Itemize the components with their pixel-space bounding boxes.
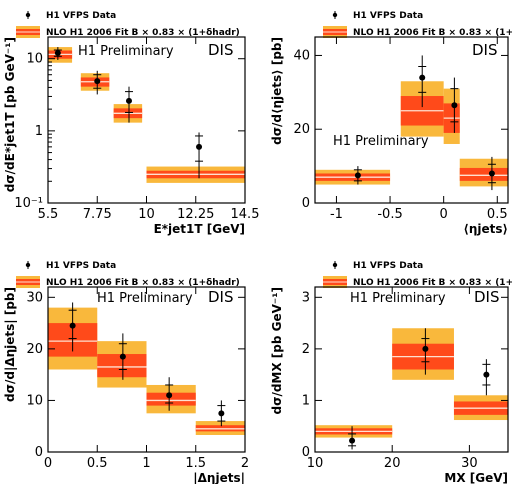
x-tick-label: 1 [142,456,150,471]
y-axis-label: dσ/dMX [pb GeV⁻¹] [270,287,284,414]
data-point [119,353,126,360]
y-tick-label: 0 [35,445,43,460]
x-tick-label: 5.5 [38,207,59,222]
x-tick-label: 20 [384,456,401,471]
y-tick-label: 0 [302,196,310,211]
data-point [422,345,429,352]
data-point [451,102,458,109]
legend-data-dot [332,12,338,18]
y-tick-label: 1 [302,393,310,408]
legend-data-dot [25,12,31,18]
panel-mx: 10 20 30 0 1 2 3 H1 Preliminary DIS MX [GeV] dσ/dM… [270,286,509,484]
data-point [354,172,361,179]
legend-nlo-label: NLO H1 2006 Fit B × 0.83 × (1+δhadr) [353,28,512,38]
legend: H1 VFPS Data NLO H1 2006 Fit B × 0.83 × (… [16,261,240,288]
data-point [419,74,426,81]
annotation-h1-preliminary: H1 Preliminary [333,134,429,149]
data-point [488,170,495,177]
x-tick-label: 2 [241,456,249,471]
y-tick-label: 1 [35,124,43,139]
annotation-dis: DIS [472,41,498,59]
data-point [54,50,61,57]
data-point [94,78,101,85]
y-tick-label: 0 [302,445,310,460]
data-point [218,410,225,417]
y-tick-label: 30 [26,290,43,305]
x-axis-label: MX [GeV] [444,471,508,484]
y-tick-label: 20 [26,342,43,357]
data-point [196,143,203,150]
x-tick-label: 10 [138,207,155,222]
y-tick-label: 3 [302,290,310,305]
x-tick-label: 10 [307,456,324,471]
x-tick-label: 1.5 [185,456,206,471]
annotation-dis: DIS [474,288,500,306]
legend: H1 VFPS Data NLO H1 2006 Fit B × 0.83 × (… [323,261,512,288]
annotation-dis: DIS [208,41,234,59]
legend-data-label: H1 VFPS Data [46,11,116,21]
x-tick-label: -1 [330,207,343,222]
annotation-h1-preliminary: H1 Preliminary [78,44,174,59]
legend-nlo-label: NLO H1 2006 Fit B × 0.83 × (1+δhadr) [46,28,240,38]
x-axis-label: E*jet1T [GeV] [154,222,245,236]
y-tick-label: 10 [26,52,43,67]
legend-nlo-label: NLO H1 2006 Fit B × 0.83 × (1+δhadr) [353,278,512,288]
annotation-h1-preliminary: H1 Preliminary [97,291,193,306]
y-axis-label: dσ/d|Δηjets| [pb] [3,287,17,402]
y-axis-label: dσ/d⟨ηjets⟩ [pb] [270,37,284,145]
x-tick-label: -0.5 [377,207,402,222]
legend: H1 VFPS Data NLO H1 2006 Fit B × 0.83 × (… [16,11,240,38]
nlo-inner-band [146,392,196,406]
y-tick-label: 10⁻¹ [14,196,43,211]
legend-data-label: H1 VFPS Data [353,11,423,21]
legend-data-dot [332,262,338,268]
annotation-h1-preliminary: H1 Preliminary [350,291,446,306]
x-tick-label: 14.5 [231,207,260,222]
x-axis-label: ⟨ηjets⟩ [463,222,508,236]
data-point [166,392,173,399]
x-tick-label: 30 [461,456,478,471]
panel-eta: -1 -0.5 0 0.5 0 20 40 H1 Preliminary DIS ⟨ηjets⟩ d… [270,36,509,236]
x-tick-label: 0.5 [487,207,508,222]
y-axis-label: dσ/dE*jet1T [pb GeV⁻¹] [3,37,17,192]
x-tick-label: 0 [44,456,52,471]
data-point [483,371,490,378]
y-tick-label: 40 [293,48,310,63]
plot-frame [314,286,509,453]
x-tick-label: 12.25 [177,207,214,222]
legend-data-dot [25,262,31,268]
data-point [125,97,132,104]
nlo-inner-band [459,167,508,181]
y-tick-label: 20 [293,122,310,137]
x-tick-label: 0 [440,207,448,222]
legend: H1 VFPS Data NLO H1 2006 Fit B × 0.83 × (… [323,11,512,38]
annotation-dis: DIS [208,288,234,306]
y-tick-label: 10 [26,393,43,408]
x-axis-label: |Δηjets| [193,471,245,484]
legend-data-label: H1 VFPS Data [46,261,116,271]
y-tick-label: 2 [302,342,310,357]
nlo-inner-band [97,354,147,378]
x-tick-label: 0.5 [87,456,108,471]
legend-data-label: H1 VFPS Data [353,261,423,271]
data-point [349,437,356,444]
data-point [69,322,76,329]
plot-frame [314,36,509,204]
legend-nlo-label: NLO H1 2006 Fit B × 0.83 × (1+δhadr) [46,278,240,288]
x-tick-label: 7.75 [83,207,112,222]
panel-et: 5.5 7.75 10 12.25 14.5 10⁻¹ 1 10 H1 Preliminary D… [3,36,260,236]
